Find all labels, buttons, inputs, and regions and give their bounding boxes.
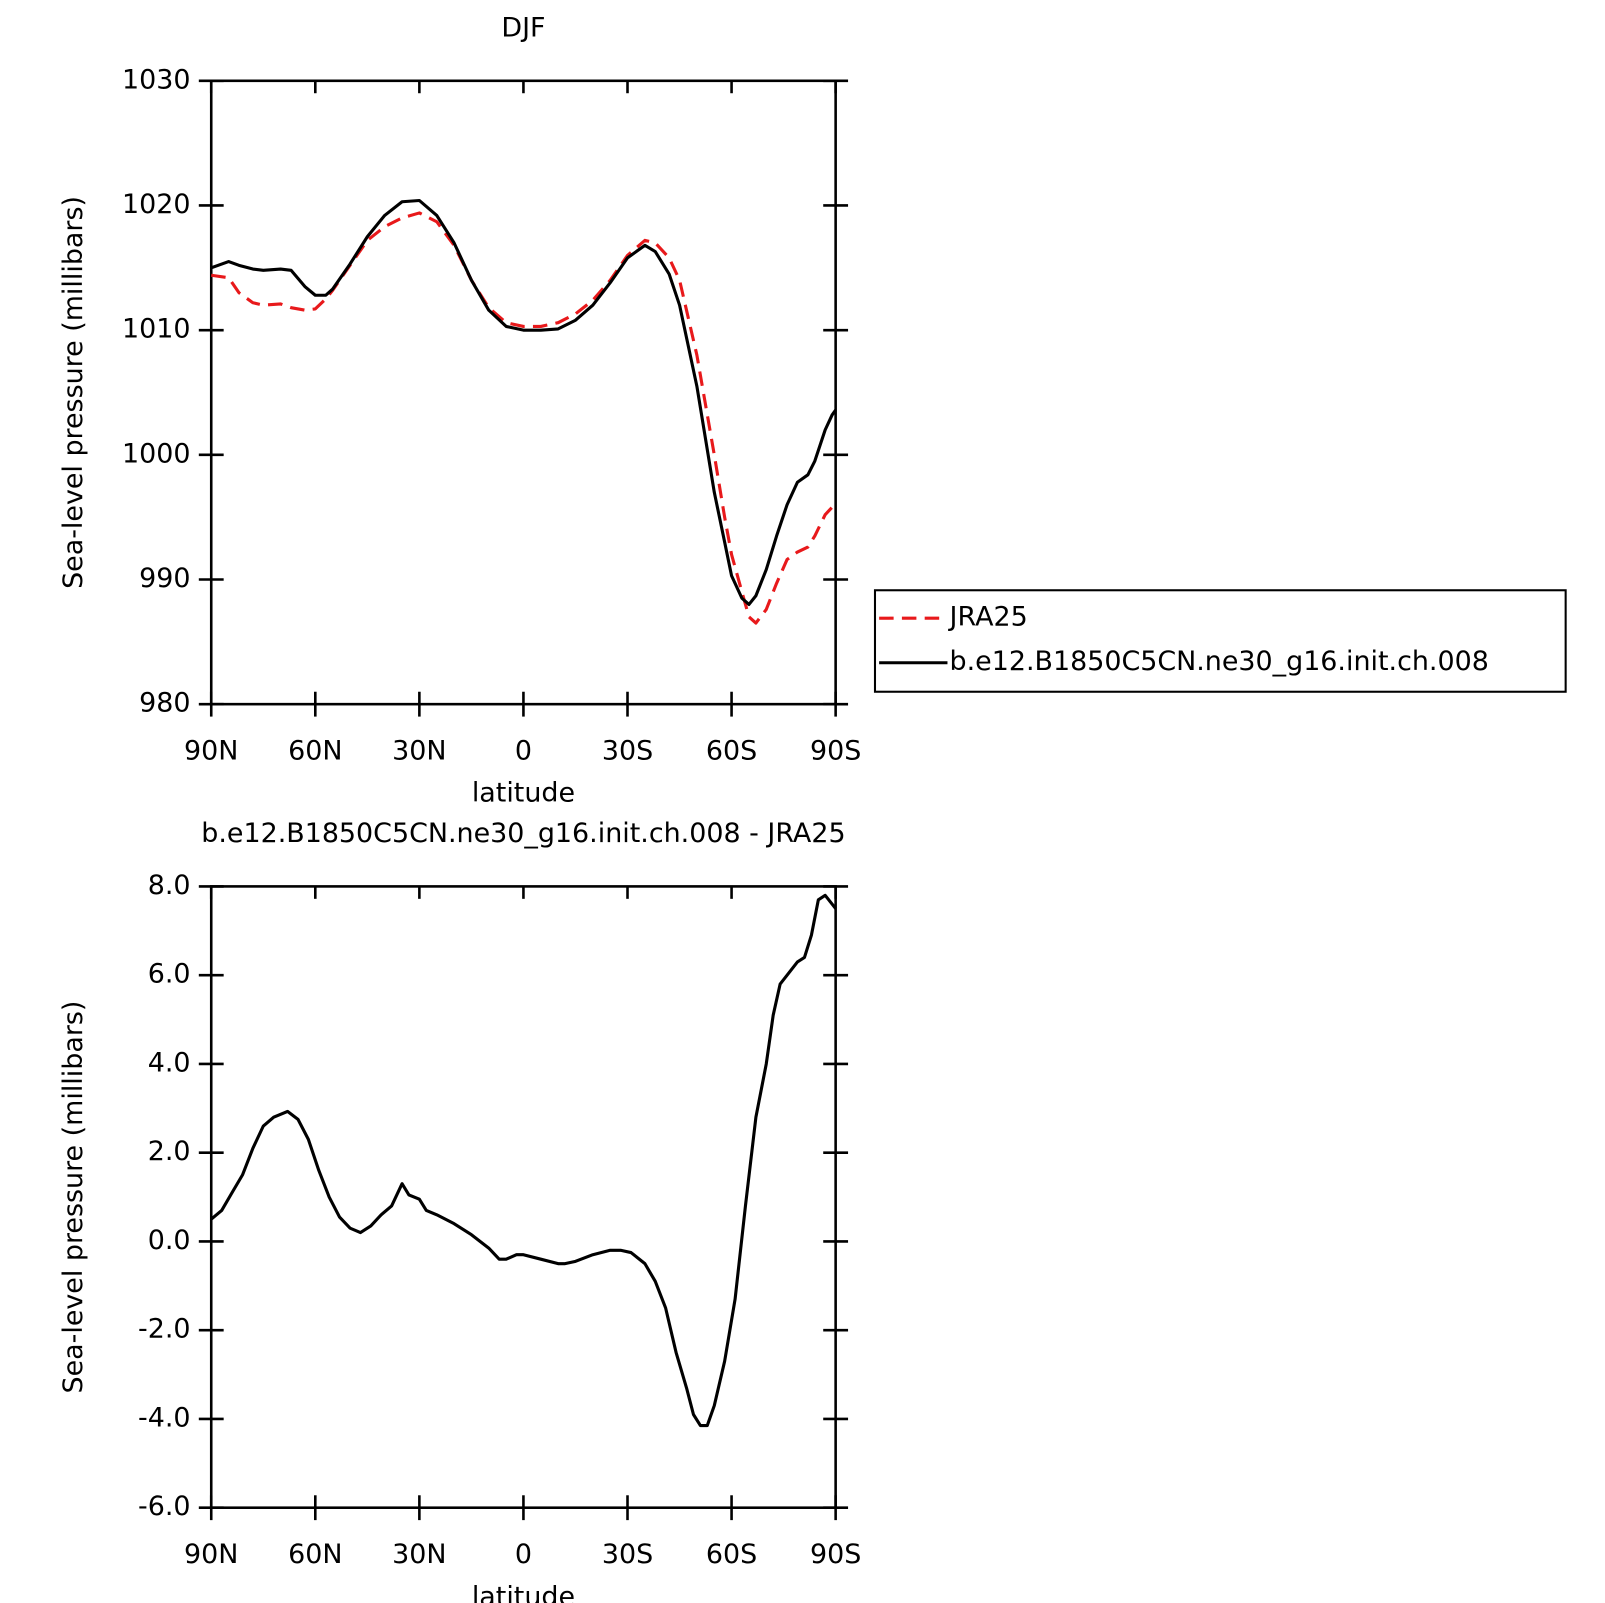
y-tick-label: 1010 — [122, 314, 190, 345]
y-tick-label: 990 — [139, 563, 190, 594]
legend-label: JRA25 — [948, 602, 1028, 633]
x-tick-label: 30N — [392, 1539, 446, 1570]
x-tick-label: 90N — [184, 735, 238, 766]
x-tick-label: 0 — [515, 1539, 532, 1570]
x-axis-label: latitude — [472, 778, 575, 809]
y-tick-label: -6.0 — [138, 1491, 191, 1522]
x-tick-label: 60S — [706, 735, 757, 766]
plot-frame — [209, 885, 837, 1509]
data-line — [211, 211, 837, 625]
y-axis-label: Sea-level pressure (millibars) — [58, 1001, 89, 1394]
y-tick-label: 0.0 — [148, 1225, 191, 1256]
x-tick-label: 90N — [184, 1539, 238, 1570]
y-tick-label: 6.0 — [148, 959, 191, 990]
x-tick-label: 90S — [810, 735, 861, 766]
x-tick-label: 30N — [392, 735, 446, 766]
x-tick-label: 60N — [288, 1539, 342, 1570]
chart-title: b.e12.B1850C5CN.ne30_g16.init.ch.008 - J… — [201, 818, 845, 849]
x-axis-label: latitude — [472, 1581, 575, 1603]
data-line — [210, 893, 837, 1428]
x-tick-label: 30S — [602, 735, 653, 766]
plot-frame — [209, 79, 837, 706]
x-tick-label: 30S — [602, 1539, 653, 1570]
y-tick-label: 2.0 — [148, 1136, 191, 1167]
y-tick-label: 1020 — [122, 189, 190, 220]
chart-title: DJF — [501, 13, 545, 44]
x-tick-label: 90S — [810, 1539, 861, 1570]
y-tick-label: -4.0 — [138, 1402, 191, 1433]
legend-label: b.e12.B1850C5CN.ne30_g16.init.ch.008 — [950, 646, 1489, 677]
y-axis-label: Sea-level pressure (millibars) — [58, 196, 89, 589]
y-tick-label: 8.0 — [148, 870, 191, 901]
y-tick-label: 4.0 — [148, 1047, 191, 1078]
x-tick-label: 60N — [288, 735, 342, 766]
y-tick-label: 1030 — [122, 64, 190, 95]
y-tick-label: -2.0 — [138, 1314, 191, 1345]
y-tick-label: 1000 — [122, 438, 190, 469]
data-line — [210, 198, 837, 607]
x-tick-label: 60S — [706, 1539, 757, 1570]
legend-box — [873, 589, 1567, 693]
x-tick-label: 0 — [515, 735, 532, 766]
y-tick-label: 980 — [139, 688, 190, 719]
